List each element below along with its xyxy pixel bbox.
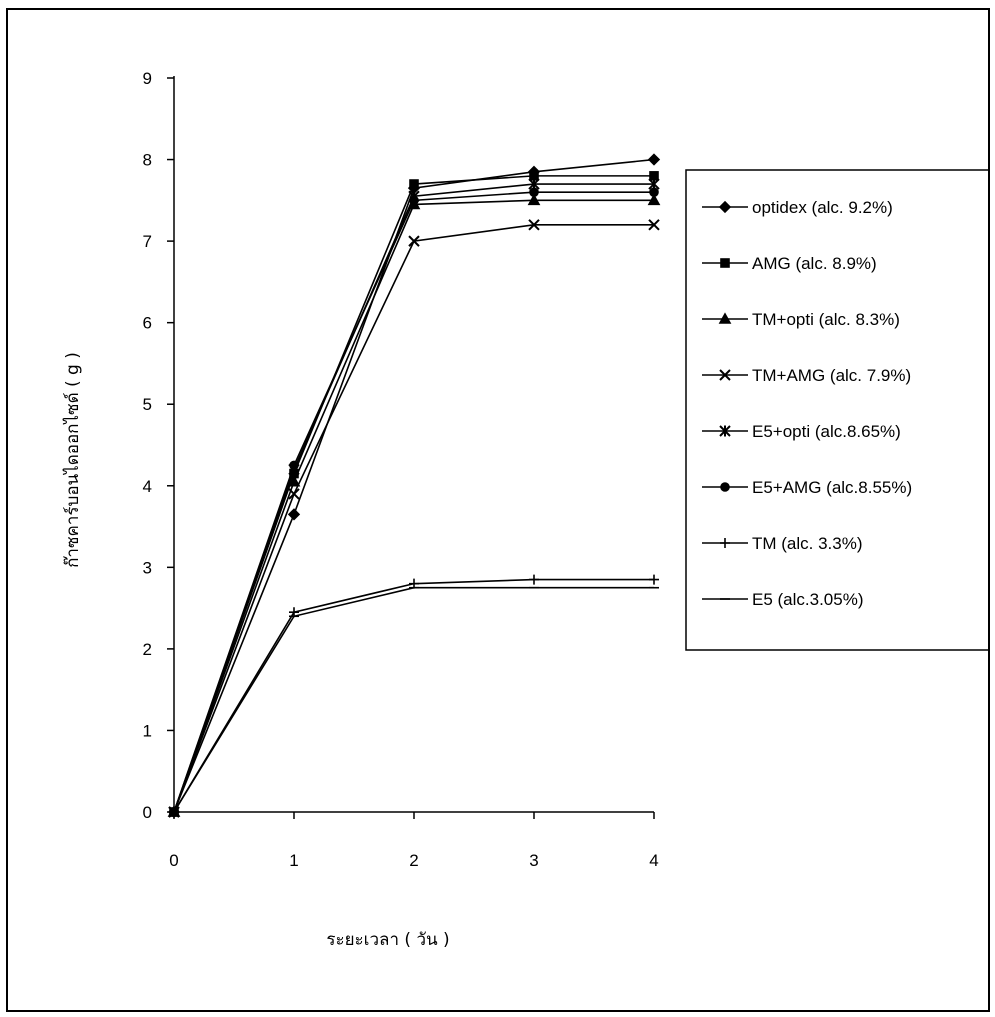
y-tick-label: 1 [143,721,152,740]
series-5 [168,178,660,818]
legend-marker [720,538,730,548]
legend-label: TM+AMG (alc. 7.9%) [752,366,911,385]
legend-marker [720,482,730,492]
series-3 [167,193,661,817]
x-tick-label: 4 [649,851,658,870]
x-tick-label: 3 [529,851,538,870]
legend-item: E5+AMG (alc.8.55%) [702,478,912,497]
series-line [173,175,654,813]
series-2 [169,171,659,817]
x-tick-label: 1 [289,851,298,870]
legend-label: TM+opti (alc. 8.3%) [752,310,900,329]
y-tick-label: 2 [143,640,152,659]
data-point [647,153,661,166]
line-chart: 0 1 2 3 4 5 6 7 8 9 0 1 2 3 4 ก๊าซคาร์บอนไดออกไซด์ ( … [62,69,988,950]
y-tick-label: 5 [143,395,152,414]
series-layer [167,153,661,819]
series-4 [168,219,660,818]
data-point [527,193,541,206]
data-point [529,574,539,585]
data-point [529,187,539,197]
data-point [287,475,301,487]
chart-frame: 0 1 2 3 4 5 6 7 8 9 0 1 2 3 4 ก๊าซคาร์บอนไดออกไซด์ ( … [6,8,990,1012]
series-line [173,191,654,813]
series-line [173,183,654,813]
y-axis-title: ก๊าซคาร์บอนไดออกไซด์ ( g ) [62,352,83,568]
legend-item: TM+AMG (alc. 7.9%) [702,366,911,385]
data-point [649,574,659,585]
legend-label: TM (alc. 3.3%) [752,534,863,553]
series-8 [169,586,659,813]
legend-label: optidex (alc. 9.2%) [752,198,893,217]
y-tick-label: 7 [143,232,152,251]
legend-box [685,169,988,651]
y-tick-label: 6 [143,314,152,333]
x-tick-label: 2 [409,851,418,870]
data-point [408,235,420,247]
data-point [289,460,299,471]
y-tick-label: 9 [143,69,152,88]
legend-item: TM (alc. 3.3%) [702,534,863,553]
y-axis: 0 1 2 3 4 5 6 7 8 9 [143,69,175,822]
legend-marker [719,369,731,381]
legend-label: E5+opti (alc.8.65%) [752,422,901,441]
data-point [528,219,540,231]
x-tick-label: 0 [169,851,178,870]
series-6 [169,187,659,817]
legend-label: E5+AMG (alc.8.55%) [752,478,912,497]
x-axis-title: ระยะเวลา ( วัน ) [326,930,449,950]
y-tick-label: 0 [143,803,152,822]
legend-item: AMG (alc. 8.9%) [702,254,877,273]
series-line [173,158,655,813]
data-point [649,187,659,197]
legend-marker [719,425,731,437]
series-1 [167,153,661,819]
legend-marker [720,258,730,268]
legend-item: E5+opti (alc.8.65%) [702,422,901,441]
legend-label: E5 (alc.3.05%) [752,590,864,609]
data-point [288,488,300,500]
legend-marker [718,200,732,214]
data-point [647,193,661,206]
legend-item: E5 (alc.3.05%) [702,590,864,609]
data-point [648,219,660,231]
x-axis: 0 1 2 3 4 [169,811,659,870]
series-line [173,224,654,813]
legend-marker [718,312,732,324]
legend: optidex (alc. 9.2%) AMG (alc. 8.9%) TM+opt… [685,169,988,651]
y-tick-label: 3 [143,558,152,577]
y-tick-label: 8 [143,151,152,170]
y-tick-label: 4 [143,477,152,496]
series-line [173,199,654,813]
data-point [287,508,301,521]
legend-item: optidex (alc. 9.2%) [702,198,893,217]
legend-label: AMG (alc. 8.9%) [752,254,877,273]
legend-item: TM+opti (alc. 8.3%) [702,310,900,329]
series-7 [169,574,659,817]
data-point [409,179,419,189]
data-point [409,195,419,206]
